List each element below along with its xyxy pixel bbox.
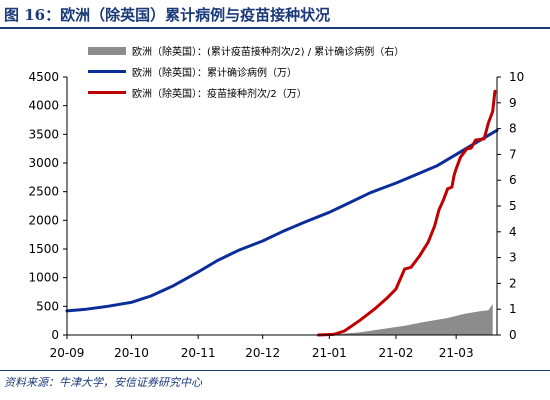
y-left-tick-label: 4000	[28, 99, 59, 113]
y-left-tick-label: 1500	[28, 242, 59, 256]
series-ratio-area	[318, 304, 493, 335]
page-title: 图 16：欧洲（除英国）累计病例与疫苗接种状况	[4, 6, 331, 24]
legend-swatch-cases	[88, 70, 126, 73]
source-note: 资料来源：牛津大学，安信证券研究中心	[4, 376, 202, 389]
y-right-tick-label: 10	[509, 70, 524, 84]
legend-swatch-ratio	[88, 46, 126, 55]
y-right-tick-label: 4	[509, 225, 517, 239]
legend: 欧洲（除英国）：(累计疫苗接种剂次/2) / 累计确诊病例（右） 欧洲（除英国）…	[88, 40, 404, 103]
y-left-tick-label: 3000	[28, 156, 59, 170]
legend-label-ratio: 欧洲（除英国）：(累计疫苗接种剂次/2) / 累计确诊病例（右）	[132, 47, 405, 58]
x-tick-label: 20-10	[114, 346, 149, 360]
y-left-tick-label: 3500	[28, 127, 59, 141]
y-left-tick-label: 0	[51, 328, 59, 342]
x-tick-label: 20-11	[181, 346, 216, 360]
line-layer	[65, 89, 499, 337]
y-right-tick-label: 7	[509, 147, 517, 161]
y-left-tick-label: 500	[36, 299, 59, 313]
legend-item-vaccine: 欧洲（除英国）：疫苗接种剂次/2（万）	[88, 82, 404, 103]
legend-label-cases: 欧洲（除英国）：累计确诊病例（万）	[132, 68, 297, 79]
y-right-tick-label: 3	[509, 251, 517, 265]
y-right-tick-label: 0	[509, 328, 517, 342]
title-bar: 图 16：欧洲（除英国）累计病例与疫苗接种状况	[0, 0, 550, 29]
y-left-tick-label: 2000	[28, 213, 59, 227]
axis-layer: 0 500 1000 1500 2000 2500 3000 3500 4000 4500 0 1 2 3…	[28, 70, 524, 360]
y-left-tick-label: 2500	[28, 185, 59, 199]
y-right-tick-label: 2	[509, 276, 517, 290]
chart: 0 500 1000 1500 2000 2500 3000 3500 4000 4500 0 1 2 3…	[28, 70, 524, 360]
x-tick-label: 20-12	[245, 346, 280, 360]
y-right-tick-label: 1	[509, 302, 517, 316]
series-cases-line	[65, 128, 499, 313]
y-right-tick-label: 6	[509, 173, 517, 187]
legend-item-cases: 欧洲（除英国）：累计确诊病例（万）	[88, 61, 404, 82]
y-left-tick-label: 1000	[28, 271, 59, 285]
x-tick-label: 21-03	[439, 346, 474, 360]
x-tick-label: 21-02	[379, 346, 414, 360]
y-left-tick-label: 4500	[28, 70, 59, 84]
y-right-tick-label: 8	[509, 122, 517, 136]
x-tick-label: 20-09	[50, 346, 85, 360]
y-right-tick-label: 5	[509, 199, 517, 213]
area-layer	[318, 304, 493, 335]
legend-item-ratio: 欧洲（除英国）：(累计疫苗接种剂次/2) / 累计确诊病例（右）	[88, 40, 404, 61]
legend-swatch-vaccine	[88, 91, 126, 94]
series-vaccine-line	[317, 89, 497, 337]
legend-label-vaccine: 欧洲（除英国）：疫苗接种剂次/2（万）	[132, 89, 307, 100]
x-tick-label: 21-01	[312, 346, 347, 360]
y-right-tick-label: 9	[509, 96, 517, 110]
title-underline	[0, 27, 550, 29]
source-divider	[0, 370, 550, 371]
